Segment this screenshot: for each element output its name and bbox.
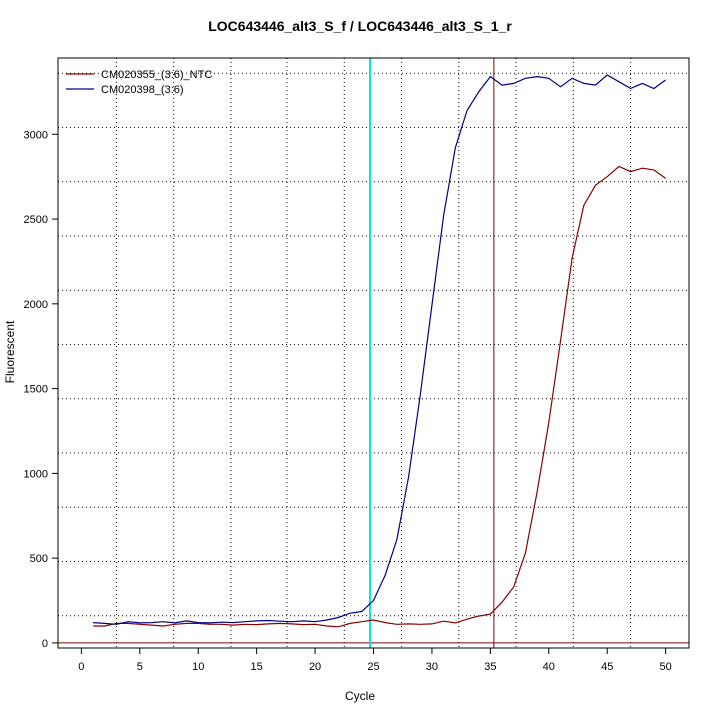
- chart-title: LOC643446_alt3_S_f / LOC643446_alt3_S_1_…: [208, 18, 512, 34]
- x-tick-label: 25: [367, 661, 379, 673]
- y-tick-label: 2500: [24, 214, 48, 226]
- y-tick-label: 1000: [24, 468, 48, 480]
- plot-frame: [57, 57, 690, 649]
- x-tick-label: 40: [543, 661, 555, 673]
- y-tick-label: 500: [30, 553, 48, 565]
- y-tick-label: 3000: [24, 129, 48, 141]
- series-line: [93, 74, 666, 625]
- y-axis-label: Fluorescent: [3, 320, 17, 384]
- y-tick-label: 0: [42, 638, 48, 650]
- y-tick-label: 1500: [24, 384, 48, 396]
- x-tick-label: 10: [192, 661, 204, 673]
- series-line: [93, 165, 666, 628]
- x-tick-label: 20: [309, 661, 321, 673]
- x-tick-label: 45: [601, 661, 613, 673]
- y-tick-label: 2000: [24, 299, 48, 311]
- x-tick-label: 0: [78, 661, 84, 673]
- x-tick-label: 30: [426, 661, 438, 673]
- x-tick-label: 15: [251, 661, 263, 673]
- x-tick-label: 5: [137, 661, 143, 673]
- x-axis-label: Cycle: [344, 689, 375, 703]
- x-tick-label: 35: [484, 661, 496, 673]
- x-tick-label: 50: [660, 661, 672, 673]
- legend-label: CM020398_(3:6): [101, 84, 184, 96]
- legend-label: CM020355_(3:6)_NTC: [101, 69, 212, 81]
